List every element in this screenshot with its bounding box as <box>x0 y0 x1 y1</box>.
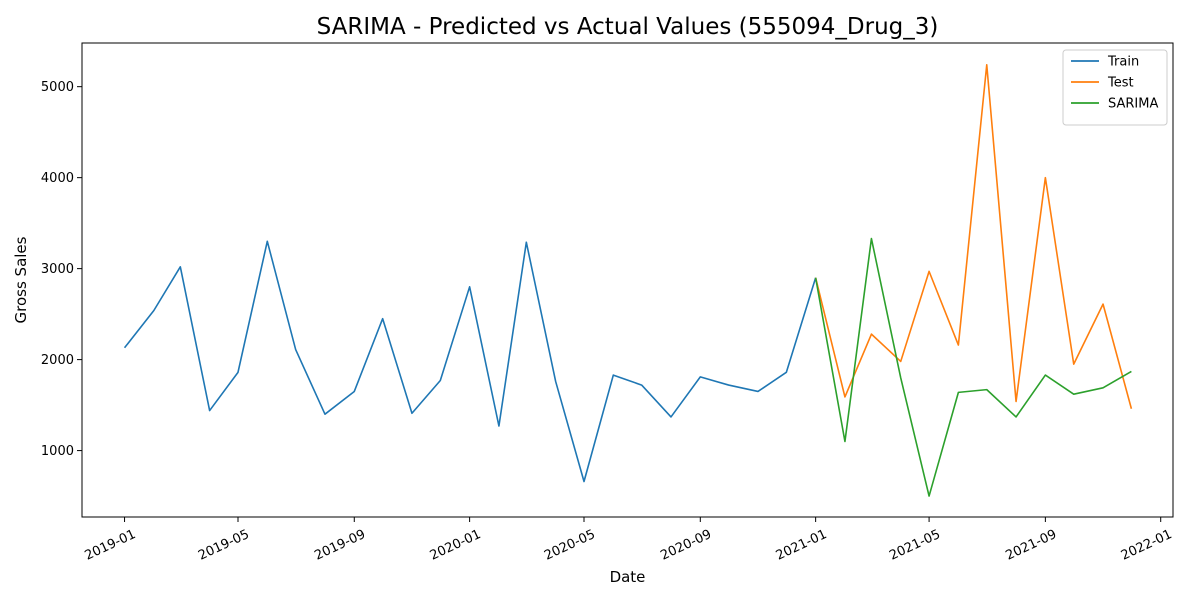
series-line-sarima <box>814 237 1132 497</box>
legend-label-train: Train <box>1107 55 1139 70</box>
x-tick-label: 2020-09 <box>658 527 714 564</box>
plot-area <box>81 42 1174 518</box>
legend: Train Test SARIMA <box>1062 49 1168 126</box>
x-axis-label: Date <box>610 568 646 586</box>
y-tick-label: 2000 <box>41 353 74 368</box>
x-tick-label: 2019-09 <box>312 527 368 564</box>
y-tick-label: 3000 <box>41 262 74 277</box>
x-axis: 2019-01 2019-05 2019-09 2020-01 2020-05 2020-… <box>83 517 1175 564</box>
x-tick-label: 2021-09 <box>1003 527 1059 564</box>
chart-title: SARIMA - Predicted vs Actual Values (555… <box>317 14 939 40</box>
x-tick-label: 2021-05 <box>887 527 943 564</box>
y-tick-label: 5000 <box>41 80 74 95</box>
legend-box <box>1062 49 1168 126</box>
y-axis-label: Gross Sales <box>12 236 30 323</box>
legend-label-test: Test <box>1107 76 1134 91</box>
legend-label-sarima: SARIMA <box>1108 97 1158 112</box>
series-layer <box>123 64 1133 497</box>
x-tick-label: 2020-01 <box>428 527 484 564</box>
y-tick-label: 1000 <box>41 444 74 459</box>
x-tick-label: 2019-01 <box>83 527 139 564</box>
series-line-train <box>123 240 817 483</box>
x-tick-label: 2020-05 <box>542 527 598 564</box>
series-line-test <box>814 64 1133 409</box>
x-tick-label: 2022-01 <box>1119 527 1175 564</box>
y-axis: 1000 2000 3000 4000 5000 <box>41 80 82 459</box>
y-tick-label: 4000 <box>41 171 74 186</box>
x-tick-label: 2019-05 <box>196 527 252 564</box>
x-tick-label: 2021-01 <box>774 527 830 564</box>
